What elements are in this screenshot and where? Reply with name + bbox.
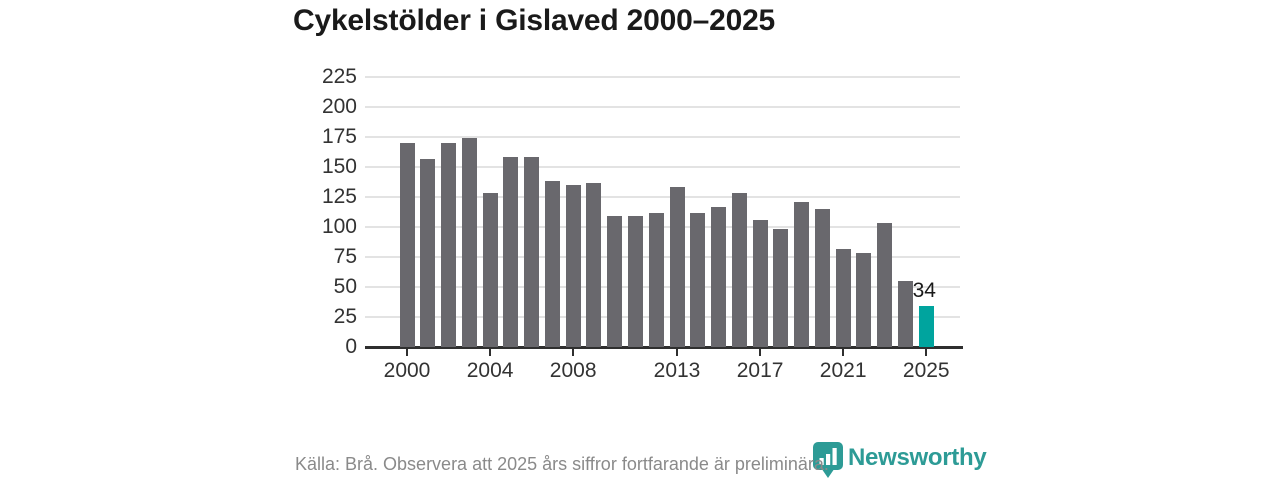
axis-baseline [365, 346, 963, 349]
x-axis-tick-label: 2004 [466, 359, 514, 382]
newsworthy-logo-icon [813, 442, 843, 480]
bar-2015 [711, 206, 727, 347]
y-axis-tick-label: 125 [321, 185, 357, 208]
bar-2022 [856, 253, 872, 347]
y-axis-tick-label: 0 [345, 335, 357, 358]
bar-2018 [773, 229, 789, 347]
x-axis-tick [676, 349, 678, 356]
newsworthy-logo: Newsworthy [813, 442, 987, 480]
y-axis-tick-label: 150 [321, 155, 357, 178]
bar-value-label: 34 [912, 279, 936, 303]
x-axis-tick-label: 2008 [549, 359, 597, 382]
source-note: Källa: Brå. Observera att 2025 års siffr… [295, 454, 829, 474]
x-axis-tick-label: 2013 [653, 359, 701, 382]
plot-area: 34 [365, 76, 963, 349]
bar-2000 [399, 143, 415, 347]
y-axis-tick-label: 225 [321, 65, 357, 88]
bar-2023 [877, 223, 893, 347]
bar-2010 [607, 216, 623, 347]
bar-2016 [731, 193, 747, 347]
bar-2021 [835, 248, 851, 347]
bar-2017 [752, 219, 768, 347]
bar-2024 [897, 281, 913, 347]
bar-2004 [482, 193, 498, 347]
bar-2003 [461, 138, 477, 347]
x-axis-tick [406, 349, 408, 356]
bar-2002 [441, 143, 457, 347]
bar-2014 [690, 212, 706, 347]
bar-2001 [420, 158, 436, 347]
x-axis-tick [925, 349, 928, 356]
gridline [365, 106, 960, 108]
bar-2005 [503, 157, 519, 347]
newsworthy-logo-text: Newsworthy [848, 444, 987, 471]
x-axis-tick [759, 349, 762, 356]
x-axis-tick [842, 349, 845, 356]
bar-2013 [669, 187, 685, 347]
x-axis: 2000 2004 2008 2013 2017 2021 2025 [365, 347, 960, 387]
bar-2019 [794, 201, 810, 347]
x-axis-tick [489, 349, 492, 356]
y-axis-tick-label: 100 [321, 215, 357, 238]
bar-2009 [586, 182, 602, 347]
bar-2006 [524, 157, 540, 347]
x-axis-tick-label: 2017 [736, 359, 784, 382]
y-axis-tick-label: 25 [333, 305, 357, 328]
bar-2011 [627, 216, 643, 347]
bar-2012 [648, 212, 664, 347]
x-axis-tick-label: 2000 [383, 359, 431, 382]
bar-2007 [544, 181, 560, 347]
bar-2020 [814, 209, 830, 347]
gridline [365, 196, 960, 198]
gridline [365, 136, 960, 138]
bar-2008 [565, 185, 581, 347]
x-axis-tick-label: 2025 [902, 359, 950, 382]
chart-title: Cykelstölder i Gislaved 2000–2025 [293, 4, 776, 37]
x-axis-tick-label: 2021 [819, 359, 867, 382]
y-axis-tick-label: 175 [321, 125, 357, 148]
y-axis-tick-label: 200 [321, 95, 357, 118]
gridline [365, 76, 960, 78]
x-axis-tick [572, 349, 575, 356]
y-axis-tick-label: 75 [333, 245, 357, 268]
y-axis-tick-label: 50 [333, 275, 357, 298]
gridline [365, 166, 960, 168]
bar-2025 [918, 306, 934, 347]
